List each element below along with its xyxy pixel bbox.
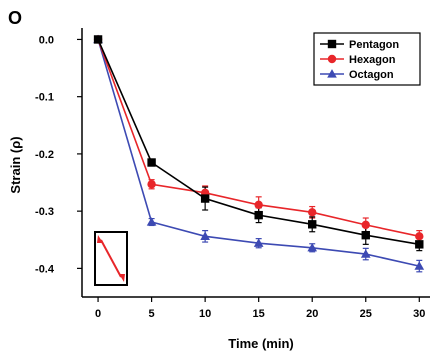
- y-tick-label: -0.4: [35, 263, 55, 275]
- inset-icon: [94, 231, 128, 286]
- data-point-octagon: [200, 231, 210, 240]
- data-point-octagon: [360, 249, 371, 258]
- legend: Pentagon Hexagon Octagon: [313, 32, 421, 86]
- y-tick-label: 0.0: [39, 34, 54, 46]
- data-point-pentagon: [93, 35, 103, 44]
- x-tick-label: 30: [413, 308, 425, 320]
- x-tick-label: 10: [199, 308, 211, 320]
- x-axis-title: Time (min): [228, 336, 294, 351]
- data-point-pentagon: [200, 194, 210, 203]
- data-point-hexagon: [254, 200, 263, 210]
- data-point-hexagon: [415, 232, 424, 241]
- y-tick-label: -0.1: [35, 92, 54, 104]
- y-tick-label: -0.2: [35, 149, 54, 161]
- y-tick-label: -0.3: [35, 206, 54, 218]
- data-point-octagon: [307, 242, 318, 252]
- x-tick-label: 5: [149, 308, 155, 320]
- data-point-pentagon: [415, 240, 424, 249]
- x-tick-label: 20: [306, 308, 318, 320]
- data-point-hexagon: [147, 180, 156, 189]
- legend-label-octagon: Octagon: [349, 69, 394, 81]
- legend-label-pentagon: Pentagon: [349, 39, 399, 51]
- data-point-pentagon: [361, 230, 370, 240]
- x-tick-label: 0: [95, 308, 101, 320]
- data-point-octagon: [146, 217, 157, 226]
- legend-label-hexagon: Hexagon: [349, 54, 396, 66]
- data-point-octagon: [253, 238, 264, 247]
- data-point-hexagon: [361, 220, 370, 230]
- legend-marker-hexagon: [327, 54, 337, 64]
- data-point-pentagon: [308, 220, 317, 229]
- data-point-octagon: [414, 261, 425, 270]
- legend-marker-pentagon: [327, 39, 337, 49]
- x-tick-label: 15: [253, 308, 265, 320]
- y-axis-title: Strain (ρ): [8, 136, 23, 193]
- data-point-pentagon: [254, 210, 263, 220]
- plot-area: 0 5 10 15 20 25 30 0.0 -0.1 -0.2 -0.3 -0.4: [35, 28, 430, 320]
- data-point-hexagon: [308, 208, 317, 217]
- panel-label: O: [8, 8, 22, 28]
- x-tick-label: 25: [360, 308, 372, 320]
- data-point-pentagon: [147, 158, 156, 167]
- legend-marker-octagon: [327, 69, 337, 78]
